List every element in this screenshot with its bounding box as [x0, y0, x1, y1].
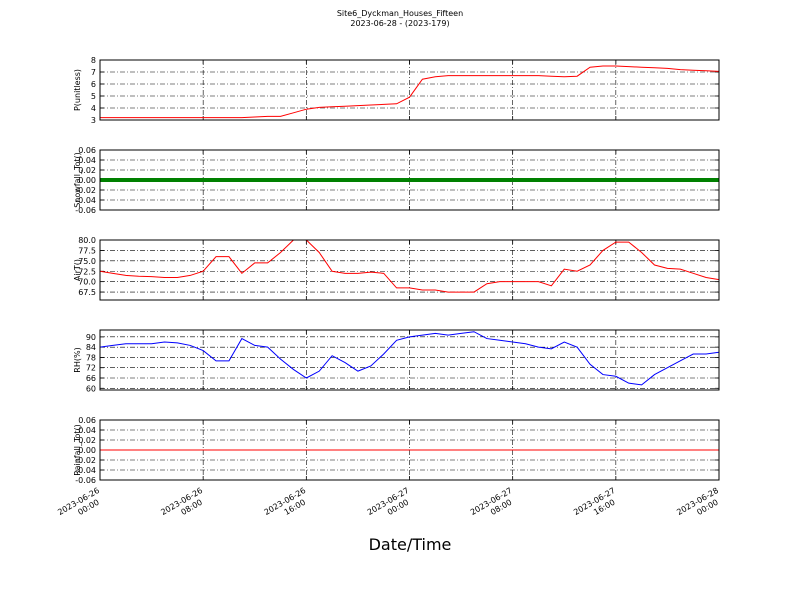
chart-subtitle: 2023-06-28 - (2023-179) [350, 19, 449, 28]
y-tick-label: 7 [91, 68, 96, 77]
y-tick-label: 75.0 [78, 257, 96, 266]
y-tick-label: 0.02 [78, 436, 96, 445]
y-axis-label: Snowfall_Tot() [73, 152, 82, 208]
axes-frame [99, 239, 720, 301]
y-tick-label: 0.00 [78, 176, 96, 185]
x-axis-label: Date/Time [369, 535, 452, 554]
y-tick-label: 72.5 [78, 267, 96, 276]
y-tick-label: 67.5 [78, 288, 96, 297]
y-tick-label: 0.06 [78, 146, 96, 155]
y-tick-label: 4 [91, 104, 96, 113]
y-axis-label: Rainfall_Tot() [73, 424, 82, 476]
y-tick-label: 0.00 [78, 446, 96, 455]
y-tick-label: 84 [86, 343, 96, 352]
y-tick-label: 78 [86, 353, 96, 362]
y-tick-label: -0.06 [75, 476, 96, 485]
y-tick-label: -0.04 [75, 466, 96, 475]
data-line [100, 65, 720, 119]
axes-frame [99, 329, 720, 391]
data-line [99, 331, 720, 386]
y-tick-label: 80.0 [78, 236, 96, 245]
y-tick-label: 60 [86, 384, 96, 393]
axes-frame [99, 419, 720, 481]
y-tick-label: 5 [91, 92, 96, 101]
y-tick-label: -0.02 [75, 186, 96, 195]
y-tick-label: 0.06 [78, 416, 96, 425]
y-tick-label: 0.04 [78, 156, 96, 165]
data-line [99, 239, 720, 293]
y-tick-label: 0.02 [78, 166, 96, 175]
y-tick-label: -0.06 [75, 206, 96, 215]
y-tick-label: 3 [91, 116, 96, 125]
y-tick-label: 0.04 [78, 426, 96, 435]
axes-frame [99, 149, 720, 211]
y-tick-label: 66 [86, 374, 96, 383]
y-axis-label: RH(%) [73, 347, 82, 372]
y-axis-label: P(unitless) [73, 69, 82, 111]
y-tick-label: 6 [91, 80, 96, 89]
y-tick-label: 77.5 [78, 246, 96, 255]
y-tick-label: 90 [86, 333, 96, 342]
y-tick-label: 70.0 [78, 278, 96, 287]
y-axis-label: AirT() [73, 259, 82, 281]
axes-frame [99, 59, 720, 121]
y-tick-label: 8 [91, 56, 96, 65]
y-tick-label: 72 [86, 364, 96, 373]
chart-title: Site6_Dyckman_Houses_Fifteen [337, 9, 463, 18]
y-tick-label: -0.02 [75, 456, 96, 465]
y-tick-label: -0.04 [75, 196, 96, 205]
